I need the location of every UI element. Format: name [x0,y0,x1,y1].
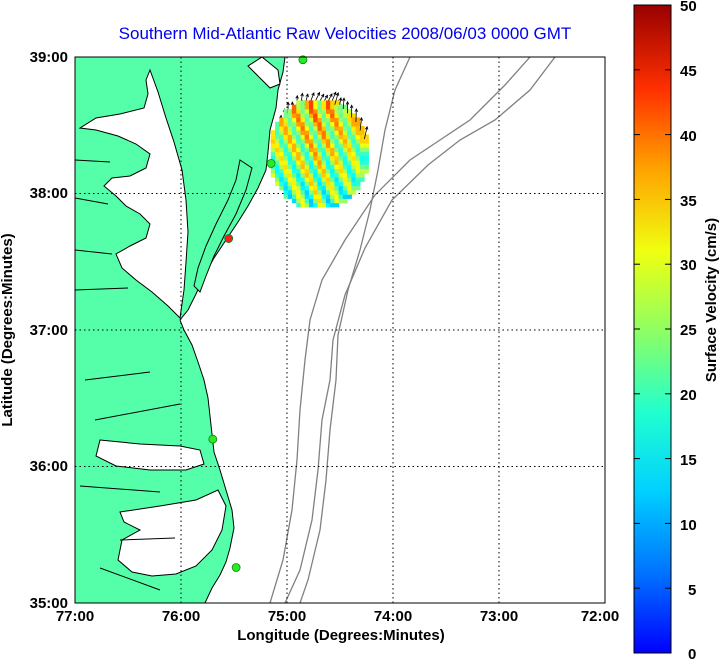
albemarle-sound [95,439,205,471]
station-marker-alert [224,234,234,243]
x-tick-label: 75:00 [268,608,306,625]
plot-frame [74,56,606,604]
river-lines [75,159,181,591]
colorbar-tick-label: 50 [680,0,697,15]
station-marker [208,434,218,444]
delaware-bay [247,57,281,89]
velocity-arrowhead [300,92,304,97]
velocity-arrowhead [342,97,346,102]
velocity-arrowhead [305,93,309,98]
velocity-arrowhead [333,91,337,96]
station-marker [298,55,308,65]
station-marker [266,159,276,168]
x-axis: 77:00 76:00 75:00 74:00 73:00 72:00 Long… [56,608,619,644]
y-tick-label: 39:00 [30,49,68,66]
velocity-arrowhead [364,125,369,130]
colorbar-tick-label: 30 [680,257,697,274]
velocity-arrowhead [286,101,290,106]
colorbar-label: Surface Velocity (cm/s) [703,218,720,382]
x-tick-label: 76:00 [162,608,200,625]
colorbar-tick-label: 20 [680,387,697,404]
y-tick-label: 35:00 [30,595,68,612]
colorbar-tick-label: 35 [680,193,697,210]
velocity-arrowhead [311,92,315,96]
velocity-arrowhead [335,92,340,96]
colorbar-tick-label: 40 [680,128,697,145]
velocity-arrowhead [290,101,295,106]
velocity-cell [355,125,365,135]
colorbar: 50 45 40 35 30 25 20 15 10 5 0 Surface V… [633,0,720,659]
velocity-arrow [342,98,345,110]
station-marker [231,563,241,572]
velocity-arrowhead [354,108,358,112]
colorbar-tick-label: 25 [680,322,697,339]
colorbar-tick-label: 45 [680,63,697,80]
velocity-arrowhead [345,100,350,105]
velocity-arrowhead [329,93,333,97]
bathymetry-contour-1 [269,57,531,603]
velocity-arrow [363,126,368,140]
x-tick-label: 72:00 [581,608,619,625]
x-tick-label: 73:00 [480,608,518,625]
velocity-arrowhead [316,91,321,96]
colorbar-tick-label: 15 [680,452,697,469]
colorbar-gradient [633,4,672,654]
velocity-arrowhead [324,94,328,99]
x-tick-label: 74:00 [374,608,412,625]
y-tick-label: 36:00 [30,458,68,475]
velocity-arrowhead [338,96,343,101]
bathymetry-contour-2 [284,57,556,603]
colorbar-tick-label: 0 [688,646,696,659]
colorbar-tick-label: 5 [688,582,696,599]
colorbar-tick-label: 10 [680,517,697,534]
bathymetry-contour-3 [299,57,411,603]
x-axis-label: Longitude (Degrees:Minutes) [237,627,445,644]
pamlico-sound [117,489,227,577]
y-tick-label: 38:00 [30,185,68,202]
velocity-arrow [334,92,339,106]
x-tick-label: 77:00 [56,608,94,625]
grid-lines [75,57,605,603]
velocity-arrowhead [295,94,299,99]
hf-radar-stations [208,55,308,572]
map-title: Southern Mid-Atlantic Raw Velocities 200… [119,24,572,43]
velocity-arrowhead [359,116,364,121]
y-axis-label: Latitude (Degrees:Minutes) [0,233,16,426]
velocity-arrowhead [279,114,283,119]
y-axis: 39:00 38:00 37:00 36:00 35:00 Latitude (… [0,49,68,612]
velocity-arrowhead [321,93,325,98]
y-tick-label: 37:00 [30,322,68,339]
velocity-arrowhead [349,104,354,109]
velocity-arrow [359,117,362,131]
velocity-field [270,91,369,208]
